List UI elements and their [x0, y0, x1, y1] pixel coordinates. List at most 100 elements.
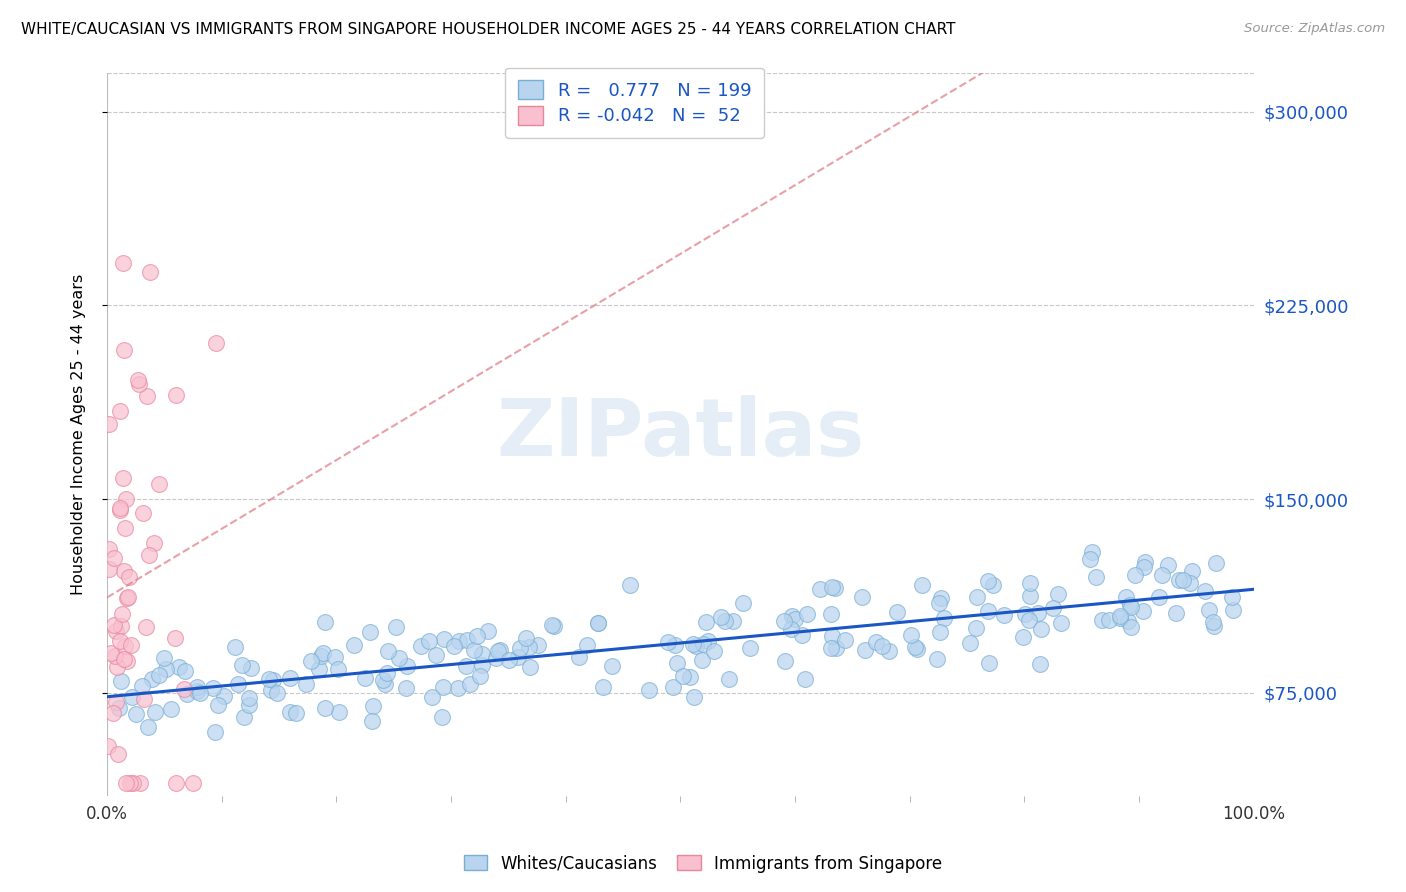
- Point: [1178, 576, 1201, 591]
- Point: [173, 681, 195, 696]
- Point: [1121, 600, 1143, 615]
- Point: [959, 636, 981, 650]
- Text: ZIPatlas: ZIPatlas: [496, 395, 865, 474]
- Point: [186, 681, 208, 695]
- Point: [111, 255, 134, 269]
- Point: [471, 647, 494, 661]
- Point: [602, 658, 624, 673]
- Point: [295, 677, 318, 691]
- Point: [780, 623, 803, 637]
- Point: [1084, 570, 1107, 584]
- Point: [731, 596, 754, 610]
- Point: [879, 643, 901, 657]
- Point: [1028, 606, 1050, 620]
- Point: [824, 581, 846, 595]
- Point: [506, 650, 529, 665]
- Point: [911, 577, 934, 591]
- Point: [204, 725, 226, 739]
- Point: [278, 671, 301, 685]
- Point: [132, 506, 155, 520]
- Point: [131, 679, 153, 693]
- Legend: Whites/Caucasians, Immigrants from Singapore: Whites/Caucasians, Immigrants from Singa…: [457, 848, 949, 880]
- Point: [932, 610, 955, 624]
- Point: [103, 551, 125, 566]
- Point: [112, 652, 135, 666]
- Point: [808, 582, 831, 597]
- Point: [527, 638, 550, 652]
- Point: [120, 638, 142, 652]
- Point: [1119, 620, 1142, 634]
- Point: [1198, 603, 1220, 617]
- Point: [115, 492, 138, 507]
- Point: [387, 651, 409, 665]
- Point: [174, 665, 197, 679]
- Point: [637, 683, 659, 698]
- Point: [105, 695, 128, 709]
- Point: [105, 624, 128, 638]
- Point: [115, 591, 138, 605]
- Point: [165, 776, 187, 790]
- Point: [418, 634, 440, 648]
- Point: [143, 705, 166, 719]
- Point: [692, 637, 714, 651]
- Point: [314, 615, 336, 629]
- Point: [772, 615, 794, 629]
- Point: [135, 620, 157, 634]
- Point: [820, 607, 842, 622]
- Point: [103, 618, 125, 632]
- Point: [1157, 558, 1180, 573]
- Point: [110, 673, 132, 688]
- Point: [108, 503, 131, 517]
- Point: [257, 672, 280, 686]
- Point: [540, 618, 562, 632]
- Point: [1019, 590, 1042, 604]
- Point: [851, 591, 873, 605]
- Point: [188, 686, 211, 700]
- Point: [111, 607, 134, 621]
- Point: [1031, 623, 1053, 637]
- Point: [299, 654, 322, 668]
- Point: [202, 681, 225, 696]
- Point: [717, 672, 740, 686]
- Point: [782, 609, 804, 624]
- Point: [928, 596, 950, 610]
- Point: [977, 574, 1000, 588]
- Point: [1222, 603, 1244, 617]
- Point: [695, 615, 717, 629]
- Point: [1012, 630, 1035, 644]
- Point: [155, 663, 177, 677]
- Point: [662, 680, 685, 694]
- Point: [112, 343, 135, 357]
- Point: [1042, 600, 1064, 615]
- Point: [328, 705, 350, 719]
- Point: [153, 651, 176, 665]
- Point: [284, 706, 307, 721]
- Point: [517, 640, 540, 655]
- Point: [432, 680, 454, 694]
- Point: [115, 654, 138, 668]
- Point: [679, 670, 702, 684]
- Point: [1205, 556, 1227, 570]
- Point: [224, 640, 246, 654]
- Point: [685, 640, 707, 654]
- Point: [723, 614, 745, 628]
- Point: [420, 690, 443, 705]
- Point: [260, 682, 283, 697]
- Point: [966, 590, 988, 604]
- Point: [1168, 573, 1191, 587]
- Point: [929, 624, 952, 639]
- Point: [1081, 544, 1104, 558]
- Text: Source: ZipAtlas.com: Source: ZipAtlas.com: [1244, 22, 1385, 36]
- Point: [1091, 613, 1114, 627]
- Point: [447, 634, 470, 648]
- Point: [135, 389, 157, 403]
- Point: [1018, 613, 1040, 627]
- Point: [110, 500, 132, 515]
- Point: [1132, 604, 1154, 618]
- Point: [361, 699, 384, 714]
- Point: [792, 628, 814, 642]
- Point: [371, 673, 394, 687]
- Point: [657, 634, 679, 648]
- Point: [430, 710, 453, 724]
- Point: [905, 641, 928, 656]
